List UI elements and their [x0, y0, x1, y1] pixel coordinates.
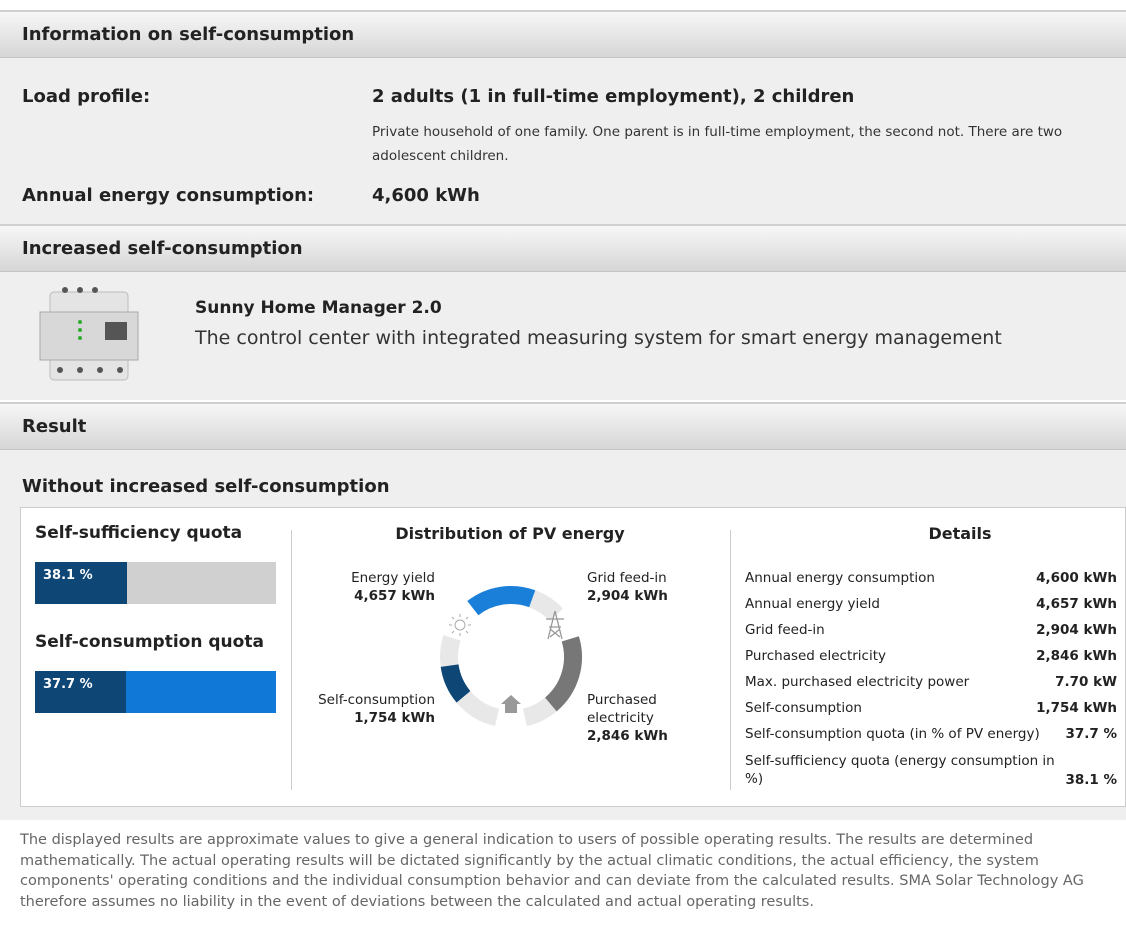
row-value: 4,600 kWh — [1036, 570, 1117, 586]
quota-bar-track: 38.1 % — [35, 562, 276, 604]
quota-bar-track: 37.7 % — [35, 671, 276, 713]
product-description: The control center with integrated measu… — [195, 327, 1002, 349]
row-value: 2,904 kWh — [1036, 622, 1117, 638]
details-title: Details — [745, 524, 1126, 543]
row-label: Self-consumption quota (in % of PV energ… — [745, 726, 1117, 742]
result-subtitle: Without increased self-consumption — [22, 476, 390, 497]
details-row: Self-sufficiency quota (energy consumpti… — [745, 752, 1117, 788]
section-header: Result — [0, 402, 1126, 450]
section-header: Information on self-consumption — [0, 10, 1126, 58]
value: 1,754 kWh — [318, 709, 435, 727]
value: 4,657 kWh — [351, 587, 435, 605]
quota-label: 37.7 % — [43, 677, 93, 692]
value: 2 adults (1 in full-time employment), 2 … — [372, 86, 854, 107]
product-image — [35, 282, 140, 382]
label: Load profile: — [22, 86, 150, 107]
quota-label: 38.1 % — [43, 568, 93, 583]
row-value: 7.70 kW — [1055, 674, 1117, 690]
house-icon — [501, 695, 521, 713]
label: Purchased electricity — [587, 691, 677, 727]
chart-title: Distribution of PV energy — [300, 524, 720, 543]
row-label: Self-sufficiency quota (energy consumpti… — [745, 752, 1060, 788]
label: Energy yield — [351, 569, 435, 587]
label: Self-consumption — [318, 691, 435, 709]
ring-segment — [450, 666, 464, 697]
section-header: Increased self-consumption — [0, 224, 1126, 272]
quota-title: Self-sufficiency quota — [35, 523, 242, 543]
sun-icon — [449, 614, 471, 636]
details-row: Self-consumption quota (in % of PV energ… — [745, 726, 1117, 742]
ring-segment — [473, 595, 532, 608]
label: Annual energy consumption: — [22, 185, 314, 206]
description: Private household of one family. One par… — [372, 120, 1117, 168]
quota-title: Self-consumption quota — [35, 632, 264, 652]
row-value: 38.1 % — [1065, 772, 1117, 788]
value: 4,600 kWh — [372, 185, 480, 206]
ring-segment — [525, 704, 551, 717]
ring-diagram — [430, 580, 600, 740]
row-value: 1,754 kWh — [1036, 700, 1117, 716]
disclaimer: The displayed results are approximate va… — [20, 830, 1120, 912]
section-body: Load profile: 2 adults (1 in full-time e… — [0, 58, 1126, 224]
divider — [730, 530, 731, 790]
row-value: 4,657 kWh — [1036, 596, 1117, 612]
value: 2,846 kWh — [587, 727, 677, 745]
section-body: Sunny Home Manager 2.0 The control cente… — [0, 272, 1126, 400]
row-value: 2,846 kWh — [1036, 648, 1117, 664]
row-value: 37.7 % — [1065, 726, 1117, 742]
ring-segment — [449, 638, 452, 666]
page: Information on self-consumption Load pro… — [0, 0, 1126, 926]
ring-segment — [464, 697, 498, 718]
divider — [291, 530, 292, 790]
ring-segment — [532, 599, 556, 615]
product-name: Sunny Home Manager 2.0 — [195, 298, 442, 318]
ring-segment — [551, 639, 573, 705]
